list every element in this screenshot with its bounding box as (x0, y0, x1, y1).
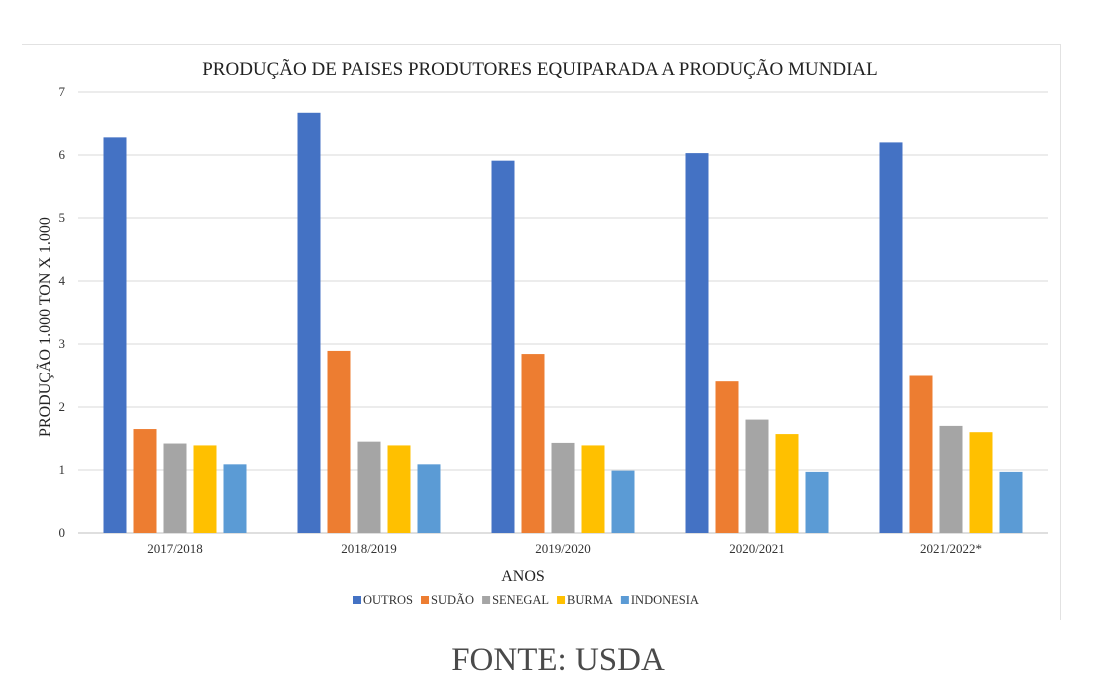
legend-item-senegal: SENEGAL (482, 593, 549, 607)
x-tick-label: 2020/2021 (729, 541, 785, 556)
legend-label: OUTROS (363, 593, 413, 607)
bar-indonesia-5 (999, 471, 1023, 533)
chart-title: PRODUÇÃO DE PAISES PRODUTORES EQUIPARADA… (202, 58, 878, 80)
bar-chart: PRODUÇÃO DE PAISES PRODUTORES EQUIPARADA… (36, 58, 1048, 607)
legend-item-burma: BURMA (557, 593, 613, 607)
y-tick-label: 1 (59, 462, 66, 477)
y-tick-label: 2 (59, 399, 66, 414)
bar-indonesia-1 (223, 464, 247, 533)
bar-sudão-4 (715, 381, 739, 533)
bar-outros-3 (491, 160, 515, 534)
bar-burma-5 (969, 432, 993, 533)
legend-swatch (482, 596, 491, 604)
bar-burma-4 (775, 434, 799, 533)
x-tick-label: 2021/2022* (920, 541, 982, 556)
bar-burma-1 (193, 445, 217, 533)
x-tick-label: 2018/2019 (341, 541, 397, 556)
bar-indonesia-3 (611, 470, 635, 533)
bar-outros-4 (685, 153, 709, 534)
source-caption: FONTE: USDA (451, 642, 665, 678)
x-axis-ticks: 2017/2018 2018/2019 2019/2020 2020/2021 2021… (147, 541, 982, 556)
legend-item-sudão: SUDÃO (421, 593, 474, 607)
bar-outros-1 (103, 137, 127, 534)
legend-swatch (353, 596, 361, 604)
bar-senegal-2 (357, 441, 381, 533)
x-axis-title: ANOS (501, 568, 545, 585)
bar-senegal-1 (163, 443, 187, 533)
legend-swatch (620, 596, 629, 604)
bar-outros-5 (879, 142, 903, 533)
y-tick-label: 3 (59, 336, 66, 351)
legend-label: SENEGAL (492, 593, 549, 607)
bar-burma-2 (387, 445, 411, 533)
x-tick-label: 2017/2018 (147, 541, 203, 556)
legend: OUTROS SUDÃO SENEGAL BURMA INDONESIA (353, 593, 699, 607)
bar-sudão-1 (133, 429, 157, 533)
bar-indonesia-4 (805, 471, 829, 533)
legend-swatch (421, 596, 430, 604)
bar-burma-3 (581, 445, 605, 533)
bar-senegal-4 (745, 419, 769, 533)
legend-swatch (557, 596, 566, 604)
y-tick-label: 0 (59, 525, 66, 540)
y-tick-label: 4 (59, 273, 66, 288)
y-tick-label: 7 (59, 84, 66, 99)
legend-label: INDONESIA (631, 593, 699, 607)
bar-sudão-2 (327, 350, 351, 533)
bar-sudão-3 (521, 354, 545, 533)
legend-item-indonesia: INDONESIA (620, 593, 699, 607)
legend-item-outros: OUTROS (353, 593, 413, 607)
y-axis-ticks: 0 1 2 3 4 5 6 7 (59, 84, 66, 540)
bar-indonesia-2 (417, 464, 441, 533)
x-tick-label: 2019/2020 (535, 541, 591, 556)
bar-senegal-5 (939, 425, 963, 533)
bar-sudão-5 (909, 375, 933, 533)
legend-label: BURMA (567, 593, 613, 607)
y-tick-label: 5 (59, 210, 66, 225)
bar-senegal-3 (551, 442, 575, 533)
y-tick-label: 6 (59, 147, 66, 162)
bars (103, 112, 1023, 534)
legend-label: SUDÃO (431, 593, 474, 607)
bar-outros-2 (297, 112, 321, 533)
y-axis-title: PRODUÇÃO 1.000 TON X 1.000 (36, 217, 54, 437)
chart-panel: PRODUÇÃO DE PAISES PRODUTORES EQUIPARADA… (22, 44, 1061, 620)
